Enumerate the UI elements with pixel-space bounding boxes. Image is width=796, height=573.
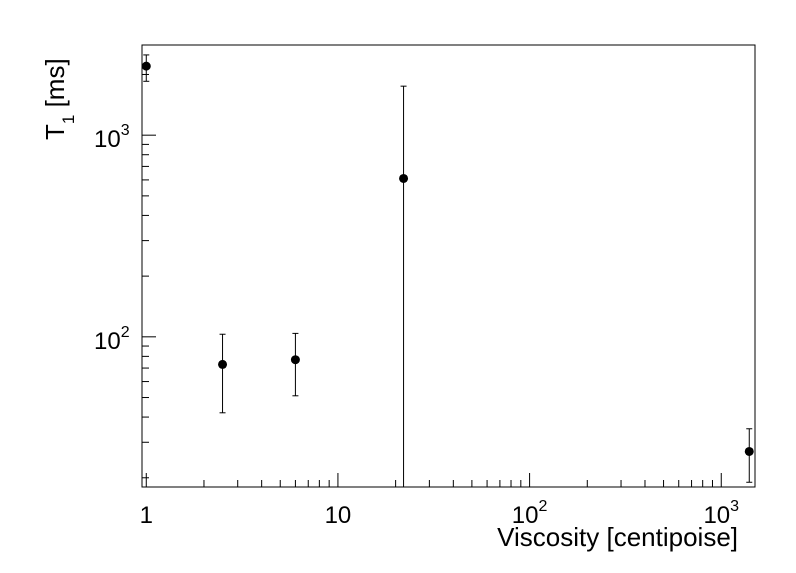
x-tick-label-base: 10	[703, 502, 730, 529]
x-tick-label-base: 1	[140, 502, 153, 529]
y-tick-label-base: 10	[94, 126, 121, 153]
x-tick-label-base: 10	[512, 502, 539, 529]
y-tick-label-base: 10	[94, 328, 121, 355]
x-tick-label: 102	[512, 498, 548, 529]
y-tick-label-exp: 3	[121, 122, 130, 139]
y-tick-label: 103	[94, 122, 130, 153]
x-tick-label: 10	[325, 502, 352, 529]
data-point	[141, 61, 151, 71]
data-points	[141, 61, 754, 456]
svg-text:T1 [ms]: T1 [ms]	[40, 58, 78, 140]
error-bars	[143, 54, 753, 487]
x-tick-label-base: 10	[325, 502, 352, 529]
x-tick-label: 103	[703, 498, 739, 529]
y-axis-title: T1 [ms]	[40, 58, 78, 140]
data-point	[218, 359, 228, 369]
x-tick-label-exp: 2	[538, 498, 547, 515]
y-tick-label: 102	[94, 324, 130, 355]
y-axis-title-sub: 1	[59, 115, 78, 124]
y-tick-label-exp: 2	[121, 324, 130, 341]
x-axis-title: Viscosity [centipoise]	[497, 522, 738, 552]
y-axis-title-main: T	[40, 124, 70, 140]
data-point	[744, 446, 754, 456]
plot-frame	[141, 44, 756, 488]
axis-ticks	[142, 73, 722, 487]
data-point	[290, 355, 300, 365]
x-tick-label: 1	[140, 502, 153, 529]
x-tick-label-exp: 3	[730, 498, 739, 515]
data-point	[399, 173, 409, 183]
y-axis-title-unit: [ms]	[40, 58, 70, 114]
